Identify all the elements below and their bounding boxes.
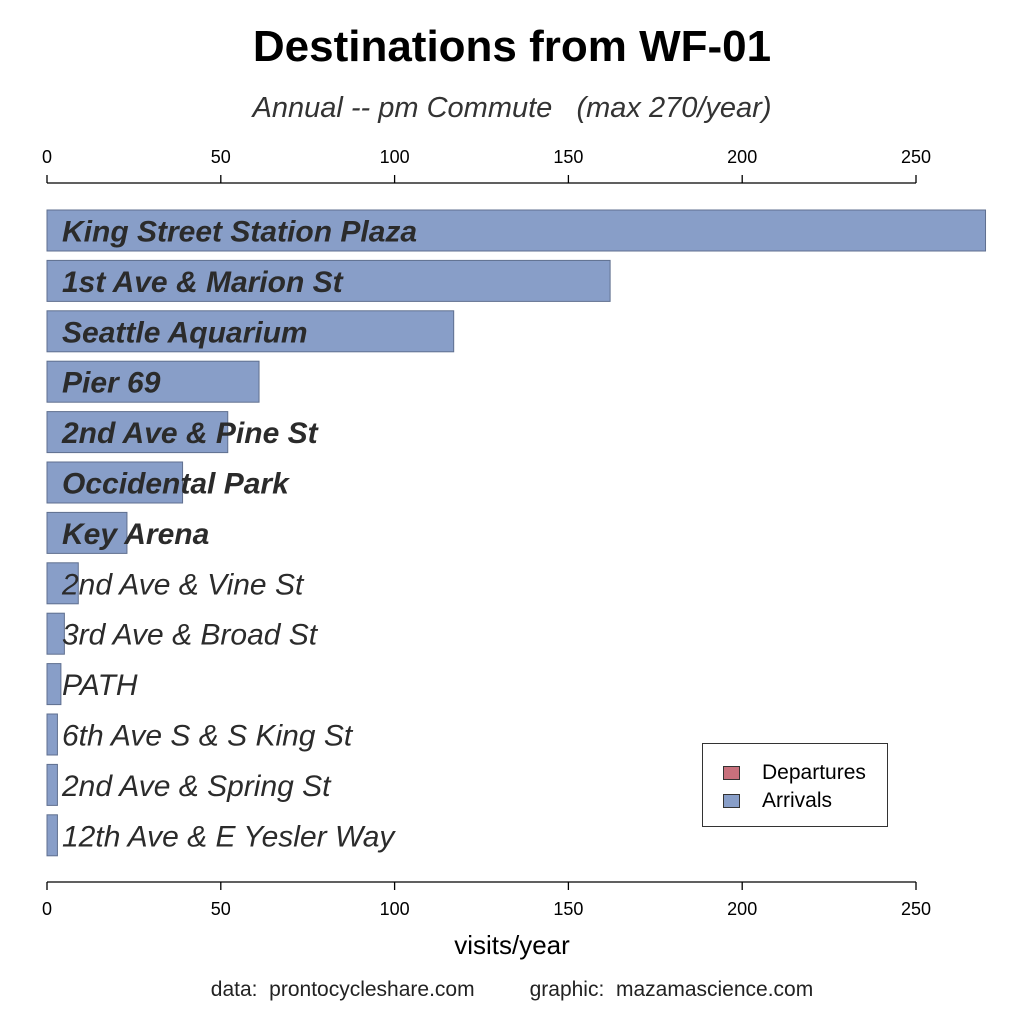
chart-subtitle: Annual -- pm Commute (max 270/year) [252, 92, 772, 124]
top-tick-label: 50 [211, 147, 231, 167]
legend-label-departures: Departures [762, 761, 866, 784]
bar [46, 663, 62, 706]
bar [46, 411, 229, 454]
bottom-tick-label: 0 [42, 899, 52, 919]
legend-item-departures: Departures [723, 761, 866, 785]
bar [46, 360, 260, 403]
bar [46, 511, 128, 554]
bottom-tick-label: 250 [901, 899, 931, 919]
bar [46, 461, 184, 504]
bar [46, 259, 611, 302]
bottom-tick-label: 100 [380, 899, 410, 919]
credits: data: prontocycleshare.com graphic: mazam… [0, 978, 1024, 1002]
bar-label: Key Arena [62, 518, 209, 551]
x-axis-label: visits/year [454, 930, 570, 960]
top-tick-label: 200 [727, 147, 757, 167]
bar [46, 310, 455, 353]
bar [46, 612, 65, 655]
bottom-tick-label: 200 [727, 899, 757, 919]
bar [46, 713, 58, 756]
credit-data: data: prontocycleshare.com [210, 978, 475, 1001]
bar-label: Pier 69 [62, 367, 161, 400]
bar-label: Seattle Aquarium [62, 316, 308, 349]
chart-title: Destinations from WF-01 [252, 22, 772, 71]
bar-label: King Street Station Plaza [62, 216, 417, 249]
top-tick-label: 150 [553, 147, 583, 167]
credit-graphic: graphic: mazamascience.com [529, 978, 814, 1001]
top-tick-label: 100 [380, 147, 410, 167]
bottom-tick-label: 150 [553, 899, 583, 919]
bar-label: Occidental Park [62, 468, 290, 501]
bar [46, 814, 58, 857]
bar-label: 6th Ave S & S King St [62, 720, 354, 753]
legend-item-arrivals: Arrivals [723, 789, 832, 813]
legend: Departures Arrivals [702, 743, 888, 827]
bar [46, 562, 79, 605]
bar-label: 2nd Ave & Pine St [61, 417, 320, 450]
bar-label: PATH [62, 669, 138, 702]
legend-label-arrivals: Arrivals [762, 789, 833, 812]
legend-swatch-departures [723, 766, 740, 780]
bottom-tick-label: 50 [211, 899, 231, 919]
bar-label: 2nd Ave & Spring St [61, 770, 332, 803]
bar-label: 12th Ave & E Yesler Way [62, 820, 396, 853]
bar [46, 763, 58, 806]
bar [46, 209, 987, 252]
top-tick-label: 0 [42, 147, 52, 167]
bar-label: 1st Ave & Marion St [62, 266, 345, 299]
bar-label: 3rd Ave & Broad St [62, 619, 319, 652]
bar-label: 2nd Ave & Vine St [61, 568, 305, 601]
legend-swatch-arrivals [723, 794, 740, 808]
top-tick-label: 250 [901, 147, 931, 167]
